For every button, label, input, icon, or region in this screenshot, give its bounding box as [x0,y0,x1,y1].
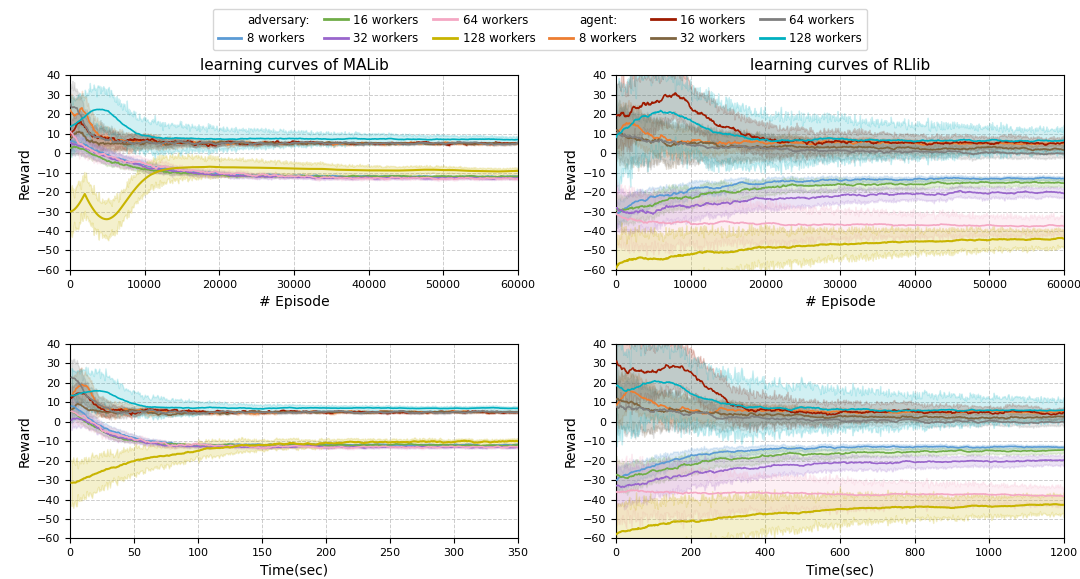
Title: learning curves of MALib: learning curves of MALib [200,58,389,73]
X-axis label: # Episode: # Episode [259,295,329,309]
X-axis label: # Episode: # Episode [805,295,875,309]
X-axis label: Time(sec): Time(sec) [806,564,874,578]
X-axis label: Time(sec): Time(sec) [260,564,328,578]
Y-axis label: Reward: Reward [564,415,578,467]
Y-axis label: Reward: Reward [564,146,578,199]
Y-axis label: Reward: Reward [17,146,31,199]
Legend: adversary:, 8 workers, 16 workers, 32 workers, 64 workers, 128 workers, agent:, : adversary:, 8 workers, 16 workers, 32 wo… [213,9,867,50]
Title: learning curves of RLlib: learning curves of RLlib [750,58,930,73]
Y-axis label: Reward: Reward [17,415,31,467]
